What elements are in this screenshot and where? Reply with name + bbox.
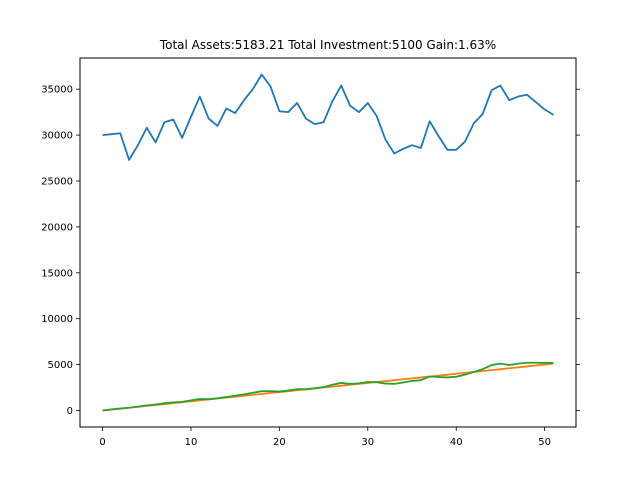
y-tick-label: 35000	[41, 85, 73, 96]
y-tick-label: 30000	[41, 131, 73, 142]
x-tick-label: 0	[99, 437, 105, 448]
series-line-3	[102, 361, 554, 412]
chart-title: Total Assets:5183.21 Total Investment:51…	[159, 38, 496, 52]
series-layer	[102, 73, 554, 412]
series-line-1	[102, 73, 554, 161]
y-tick-label: 0	[67, 406, 73, 417]
y-tick-label: 25000	[41, 177, 73, 188]
x-tick-label: 40	[450, 437, 463, 448]
x-tick-label: 10	[185, 437, 198, 448]
y-tick-label: 10000	[41, 314, 73, 325]
x-tick-label: 30	[361, 437, 374, 448]
y-tick-label: 20000	[41, 222, 73, 233]
x-tick-label: 20	[273, 437, 286, 448]
ticks-layer: 0 10 20 30 40 50 0 5000 10000 15000 20000 25000 3000…	[41, 85, 580, 448]
plot-frame	[79, 57, 577, 428]
y-tick-label: 5000	[48, 360, 73, 371]
y-tick-label: 15000	[41, 268, 73, 279]
x-tick-label: 50	[538, 437, 551, 448]
